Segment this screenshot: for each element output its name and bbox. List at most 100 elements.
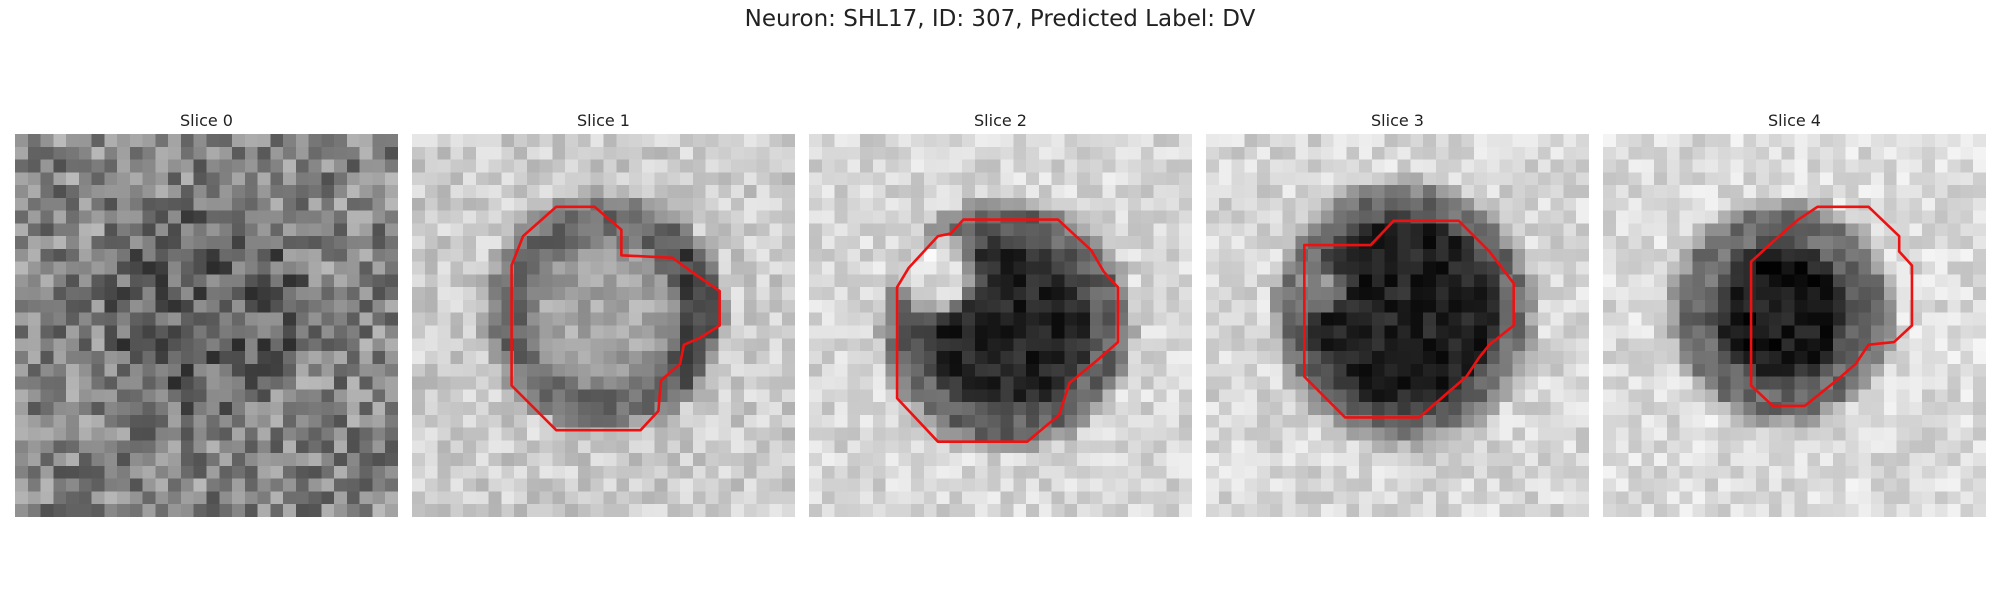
pixel (603, 325, 617, 339)
pixel (1858, 159, 1872, 173)
pixel (1641, 159, 1655, 173)
pixel (552, 223, 566, 237)
pixel (769, 427, 783, 441)
pixel (78, 376, 92, 390)
pixel (501, 389, 515, 403)
pixel (603, 146, 617, 160)
pixel (168, 478, 182, 492)
pixel (885, 197, 899, 211)
pixel (206, 197, 220, 211)
pixel (295, 299, 309, 313)
pixel (270, 402, 284, 416)
pixel (1064, 172, 1078, 186)
pixel (1359, 402, 1373, 416)
pixel (1128, 248, 1142, 262)
pixel (936, 338, 950, 352)
pixel (424, 185, 438, 199)
pixel (1153, 197, 1167, 211)
pixel (923, 478, 937, 492)
pixel (1641, 287, 1655, 301)
pixel (1115, 504, 1129, 517)
pixel (1333, 504, 1347, 517)
pixel (15, 376, 29, 390)
pixel (27, 197, 41, 211)
pixel (860, 478, 874, 492)
pixel (206, 351, 220, 365)
pixel (424, 248, 438, 262)
pixel (1896, 312, 1910, 326)
pixel (1654, 376, 1668, 390)
pixel (1474, 478, 1488, 492)
pixel (1359, 389, 1373, 403)
pixel (1563, 210, 1577, 224)
pixel (654, 491, 668, 505)
panel: Slice 1 (412, 108, 795, 517)
pixel (962, 478, 976, 492)
pixel (987, 402, 1001, 416)
pixel (424, 453, 438, 467)
pixel (860, 261, 874, 275)
pixel (834, 248, 848, 262)
pixel (1051, 248, 1065, 262)
pixel (962, 185, 976, 199)
pixel (475, 504, 489, 517)
pixel (15, 134, 29, 148)
pixel (1295, 363, 1309, 377)
pixel (1654, 248, 1668, 262)
pixel (206, 325, 220, 339)
pixel (206, 376, 220, 390)
pixel (78, 172, 92, 186)
pixel (1218, 236, 1232, 250)
pixel (66, 440, 80, 454)
pixel (1820, 299, 1834, 313)
pixel (1896, 478, 1910, 492)
pixel (1359, 299, 1373, 313)
pixel (1282, 478, 1296, 492)
pixel (1550, 427, 1564, 441)
pixel (539, 440, 553, 454)
pixel (1051, 389, 1065, 403)
pixel (1858, 274, 1872, 288)
pixel (501, 414, 515, 428)
pixel (412, 491, 426, 505)
pixel (1654, 427, 1668, 441)
pixel (501, 146, 515, 160)
pixel (1282, 414, 1296, 428)
pixel (1883, 287, 1897, 301)
pixel (1257, 223, 1271, 237)
pixel (1128, 185, 1142, 199)
pixel (142, 351, 156, 365)
pixel (1282, 299, 1296, 313)
pixel (1960, 478, 1974, 492)
pixel (1064, 363, 1078, 377)
pixel (1308, 299, 1322, 313)
pixel (1089, 134, 1103, 148)
pixel (244, 504, 258, 517)
pixel (1026, 236, 1040, 250)
pixel (974, 274, 988, 288)
pixel (860, 491, 874, 505)
pixel (1410, 338, 1424, 352)
pixel (308, 478, 322, 492)
pixel (206, 427, 220, 441)
pixel (949, 248, 963, 262)
pixel (308, 197, 322, 211)
pixel (1051, 172, 1065, 186)
pixel (1051, 427, 1065, 441)
pixel (1820, 363, 1834, 377)
pixel (1000, 248, 1014, 262)
pixel (1973, 389, 1986, 403)
pixel (180, 210, 194, 224)
pixel (1641, 351, 1655, 365)
pixel (1871, 299, 1885, 313)
pixel (346, 248, 360, 262)
pixel (949, 134, 963, 148)
pixel (1537, 236, 1551, 250)
pixel (27, 491, 41, 505)
pixel (1654, 274, 1668, 288)
pixel (1781, 363, 1795, 377)
pixel (577, 312, 591, 326)
pixel (1308, 504, 1322, 517)
pixel (142, 210, 156, 224)
pixel (1026, 504, 1040, 517)
